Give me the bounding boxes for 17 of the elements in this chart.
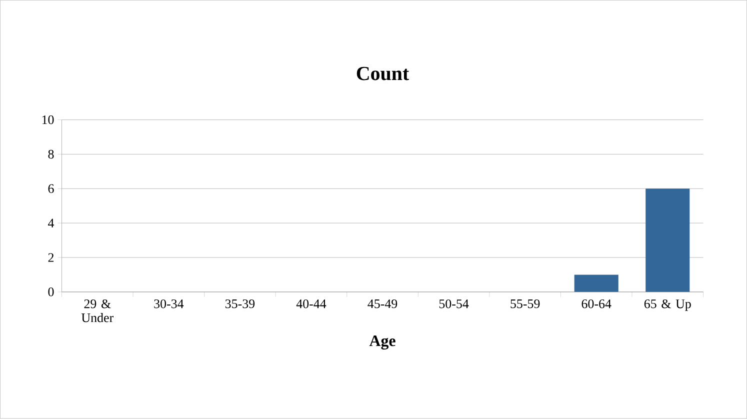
y-tick-label: 2 (48, 253, 54, 262)
x-tick-label: 55-59 (510, 300, 540, 308)
y-tick-label: 8 (48, 150, 54, 159)
x-tick-label: 65 & Up (644, 300, 691, 311)
x-tick-label: 29 & Under (81, 300, 114, 322)
x-tick-label: 45-49 (368, 300, 398, 308)
x-tick-label: 50-54 (439, 300, 469, 308)
y-tick-label: 6 (48, 184, 54, 194)
y-tick-label: 4 (48, 218, 54, 228)
x-tick-label: 60-64 (582, 300, 612, 308)
x-tick-label: 35-39 (225, 300, 255, 308)
x-tick-label: 30-34 (154, 300, 184, 308)
x-axis-title: Age (369, 336, 396, 350)
chart-title: Count (356, 66, 410, 80)
y-tick-label: 10 (42, 116, 54, 124)
x-tick-label: 40-44 (296, 300, 326, 308)
y-tick-label: 0 (48, 288, 54, 296)
